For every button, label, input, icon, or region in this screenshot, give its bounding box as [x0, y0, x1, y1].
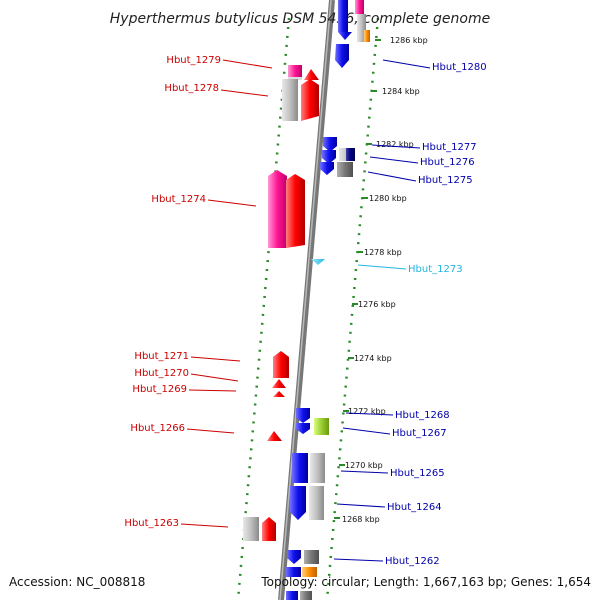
gene-hbut-1277 — [323, 137, 337, 152]
scale-mark-1272: 1272 kbp — [348, 407, 386, 416]
gene-hbut-1268 — [296, 408, 310, 423]
gene-hbut-1278 — [301, 79, 319, 121]
label-hbut-1267[interactable]: Hbut_1267 — [392, 428, 447, 439]
genome-backbone — [278, 0, 335, 600]
right-labels: Hbut_1280 Hbut_1277 Hbut_1276 Hbut_1275 … — [333, 59, 487, 567]
label-hbut-1265[interactable]: Hbut_1265 — [390, 468, 445, 479]
scale-marks: 1286 kbp 1284 kbp 1282 kbp 1280 kbp 1278… — [334, 36, 428, 524]
scale-mark-1274: 1274 kbp — [354, 354, 392, 363]
scale-mark-1284: 1284 kbp — [382, 87, 420, 96]
gene-hbut-1263-grey — [243, 517, 259, 541]
genome-title: Hyperthermus butylicus DSM 5456, complet… — [110, 11, 490, 27]
scale-mark-1282: 1282 kbp — [376, 140, 414, 149]
gene-hbut-1280 — [335, 44, 349, 68]
gene-hbut-1267 — [314, 418, 329, 435]
left-tick-track — [236, 17, 291, 600]
gene-hbut-1276 — [322, 150, 336, 164]
gene-hbut-1274 — [286, 174, 305, 248]
right-tick-track — [325, 17, 380, 600]
gene-hbut-1274-pink — [268, 170, 287, 248]
gene-hbut-1263 — [262, 517, 276, 541]
gene-hbut-1273 — [311, 259, 325, 265]
label-hbut-1262[interactable]: Hbut_1262 — [385, 556, 440, 567]
scale-mark-1268: 1268 kbp — [342, 515, 380, 524]
scale-mark-1278: 1278 kbp — [364, 248, 402, 257]
gene-hbut-1279 — [288, 65, 302, 77]
gene-hbut-1262 — [287, 550, 301, 564]
scale-mark-1270: 1270 kbp — [345, 461, 383, 470]
label-hbut-1273[interactable]: Hbut_1273 — [408, 264, 463, 275]
reverse-strand-genes — [243, 65, 319, 541]
label-hbut-1277[interactable]: Hbut_1277 — [422, 142, 477, 153]
gene-hbut-1270 — [272, 379, 286, 388]
gene-hbut-1275 — [337, 162, 353, 177]
label-hbut-1275[interactable]: Hbut_1275 — [418, 175, 473, 186]
scale-mark-1280: 1280 kbp — [369, 194, 407, 203]
left-labels: Hbut_1279 Hbut_1278 Hbut_1274 Hbut_1271 … — [124, 55, 273, 529]
label-hbut-1280[interactable]: Hbut_1280 — [432, 62, 487, 73]
accession-text: Accession: NC_008818 — [9, 575, 145, 589]
label-hbut-1270[interactable]: Hbut_1270 — [134, 368, 189, 379]
summary-text: Topology: circular; Length: 1,667,163 bp… — [260, 575, 591, 589]
gene-hbut-1271 — [273, 351, 289, 378]
label-hbut-1274[interactable]: Hbut_1274 — [151, 194, 206, 205]
gene-hbut-1269 — [273, 391, 285, 397]
scale-mark-1286: 1286 kbp — [390, 36, 428, 45]
label-hbut-1276[interactable]: Hbut_1276 — [420, 157, 475, 168]
gene-hbut-1265 — [292, 453, 308, 483]
scale-mark-1276: 1276 kbp — [358, 300, 396, 309]
gene-hbut-1279-arrow — [304, 69, 319, 80]
label-hbut-1269[interactable]: Hbut_1269 — [132, 384, 187, 395]
gene-hbut-1264 — [290, 486, 306, 520]
label-hbut-1271[interactable]: Hbut_1271 — [134, 351, 189, 362]
label-hbut-1264[interactable]: Hbut_1264 — [387, 502, 442, 513]
label-hbut-1263[interactable]: Hbut_1263 — [124, 518, 179, 529]
gene-hbut-1266 — [267, 431, 282, 441]
gene-hbut-1278-grey — [282, 79, 298, 121]
label-hbut-1268[interactable]: Hbut_1268 — [395, 410, 450, 421]
forward-strand-genes — [286, 0, 370, 600]
label-hbut-1278[interactable]: Hbut_1278 — [164, 83, 219, 94]
label-hbut-1266[interactable]: Hbut_1266 — [130, 423, 185, 434]
label-hbut-1279[interactable]: Hbut_1279 — [166, 55, 221, 66]
